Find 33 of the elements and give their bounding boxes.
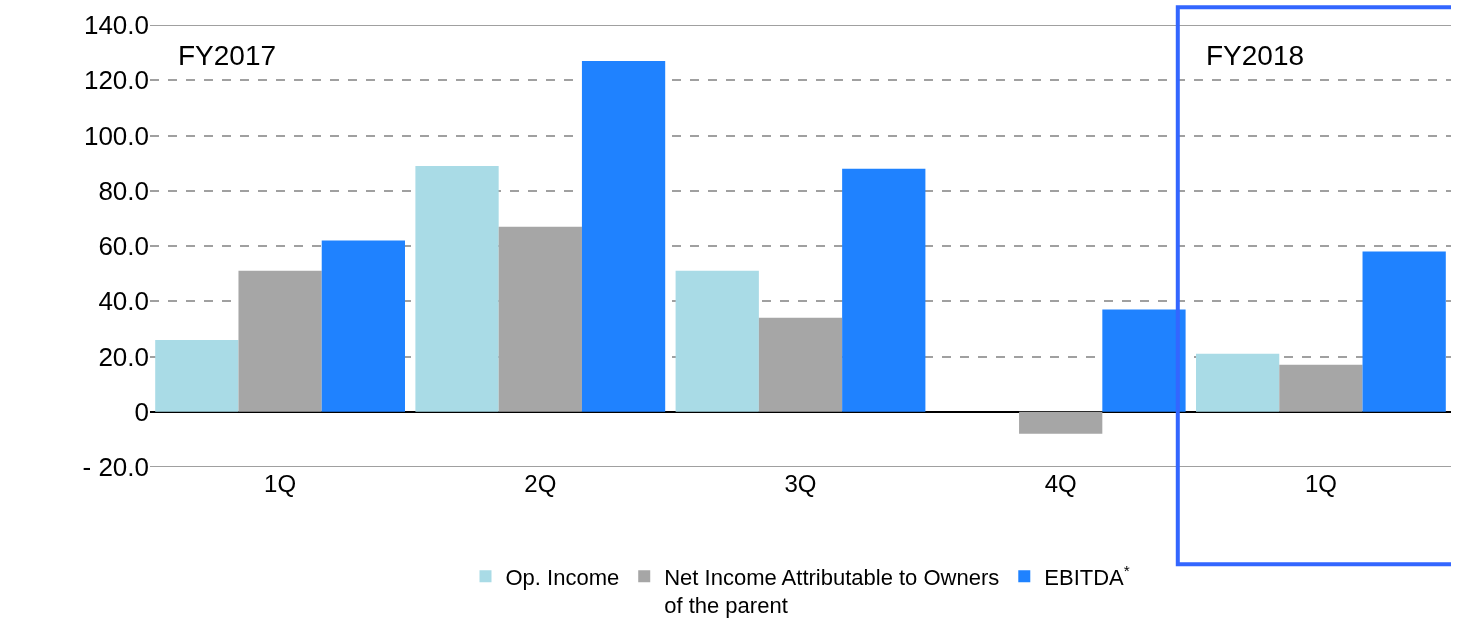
x-tick-label: 1Q <box>1304 470 1337 497</box>
bar <box>498 226 582 412</box>
y-tick-label: 120.0 <box>83 65 149 96</box>
bar <box>1102 309 1186 412</box>
bar <box>238 270 322 412</box>
bar <box>581 60 666 412</box>
annotation: FY2018 <box>1206 40 1305 71</box>
bar <box>321 240 405 412</box>
y-tick-label: 140.0 <box>83 10 149 41</box>
legend-label: Net Income Attributable to Owners of the parent <box>664 564 1000 619</box>
bar <box>155 339 239 412</box>
bar <box>675 270 759 412</box>
y-tick-label: 60.0 <box>98 231 149 262</box>
x-tick-label: 1Q <box>264 470 297 497</box>
bar <box>1362 251 1446 412</box>
y-tick-label: 0 <box>134 396 149 427</box>
bar <box>1019 411 1103 434</box>
y-tick-label: 20.0 <box>98 341 149 372</box>
bar <box>1196 353 1280 412</box>
bar <box>842 168 926 412</box>
y-tick-label: 40.0 <box>98 286 149 317</box>
bar <box>758 317 843 412</box>
x-tick-label: 3Q <box>784 470 817 497</box>
y-tick-label: - 20.0 <box>82 452 149 483</box>
y-tick-label: 80.0 <box>98 175 149 206</box>
y-tick-label: 100.0 <box>83 120 149 151</box>
x-tick-label: 2Q <box>524 470 557 497</box>
bar <box>415 165 499 412</box>
legend-label: Op. Income <box>505 564 620 590</box>
annotation: FY2017 <box>178 40 277 71</box>
x-tick-label: 4Q <box>1044 470 1077 497</box>
legend-label: EBITDA$^{*}$ <box>1044 561 1130 590</box>
bar <box>1279 364 1363 412</box>
